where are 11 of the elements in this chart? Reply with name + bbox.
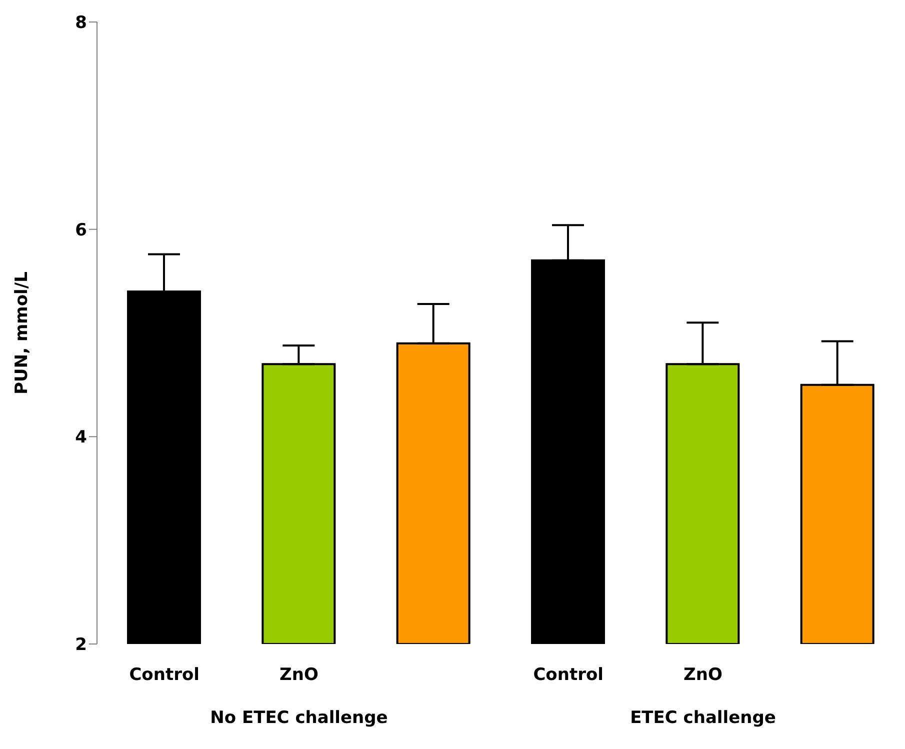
- y-axis-title: PUN, mmol/L: [12, 271, 32, 394]
- y-tick-label: 4: [75, 428, 88, 448]
- text: ETEC challenge: [629, 708, 777, 728]
- x-tick-label: Control: [129, 665, 200, 686]
- x-tick-label: Control: [533, 665, 604, 686]
- y-tick-label: 2: [75, 635, 87, 656]
- x-tick-label: ZnO: [280, 665, 318, 686]
- x-tick-label: ZnO: [684, 665, 722, 686]
- y-tick-label: 8: [75, 13, 87, 34]
- text: No ETEC challenge: [209, 708, 389, 728]
- y-tick-label: 6: [75, 220, 87, 240]
